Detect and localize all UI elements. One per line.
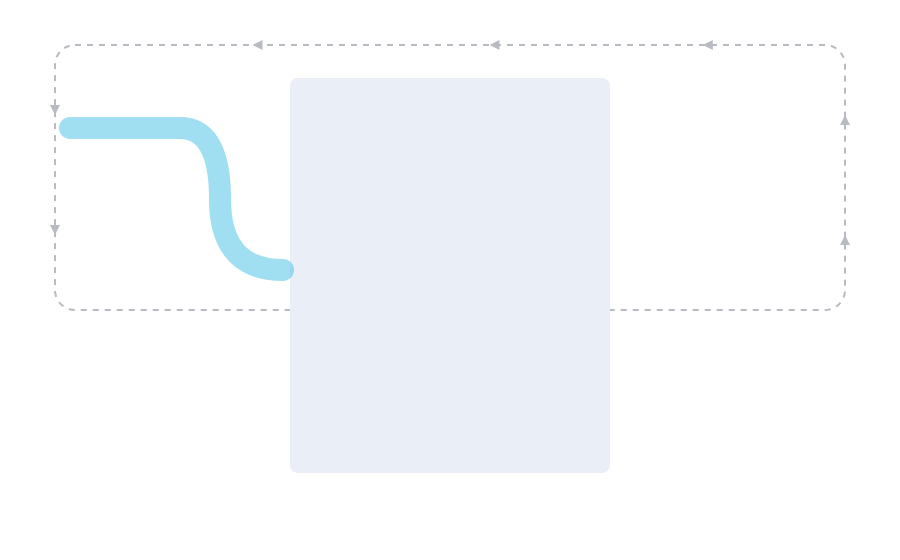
loop-arrowhead bbox=[840, 235, 850, 245]
loop-arrowhead bbox=[490, 40, 500, 50]
value-creation-diagram bbox=[0, 0, 900, 560]
loop-arrowhead bbox=[703, 40, 713, 50]
loop-arrowhead bbox=[840, 115, 850, 125]
loop-arrowhead bbox=[50, 225, 60, 235]
loop-arrowhead bbox=[50, 105, 60, 115]
center-panel bbox=[290, 78, 610, 473]
loop-arrowhead bbox=[253, 40, 263, 50]
input-flow bbox=[70, 128, 283, 270]
